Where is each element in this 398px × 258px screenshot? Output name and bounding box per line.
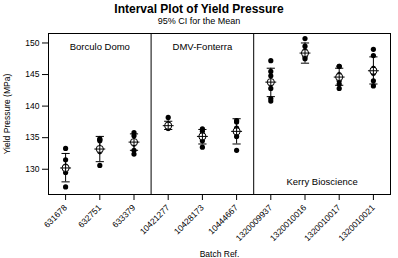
svg-text:Batch Ref.: Batch Ref. [200,249,240,258]
svg-text:1320010021: 1320010021 [336,202,377,243]
svg-text:130: 130 [25,164,39,174]
svg-text:10444667: 10444667 [206,202,240,236]
svg-text:140: 140 [25,101,39,111]
svg-text:145: 145 [25,69,39,79]
svg-text:DMV-Fonterra: DMV-Fonterra [173,41,233,52]
svg-text:633379: 633379 [110,202,137,229]
svg-text:Borculo Domo: Borculo Domo [70,41,130,52]
svg-text:632751: 632751 [76,202,103,229]
svg-text:1320010016: 1320010016 [267,202,309,244]
svg-text:135: 135 [25,132,39,142]
svg-text:Yield Pressure (MPa): Yield Pressure (MPa) [2,74,12,155]
svg-text:1320010017: 1320010017 [302,202,343,244]
html-text:95% CI for the Mean: 95% CI for the Mean [157,16,241,26]
svg-text:10421277: 10421277 [138,202,172,236]
svg-text:631678: 631678 [42,202,69,229]
svg-text:150: 150 [25,38,39,48]
svg-text:1320009937: 1320009937 [233,202,275,244]
svg-text:10428173: 10428173 [172,202,206,236]
svg-text:Kerry Bioscience: Kerry Bioscience [286,176,357,187]
html-text:Interval Plot of Yield Pressur: Interval Plot of Yield Pressure [114,2,284,16]
